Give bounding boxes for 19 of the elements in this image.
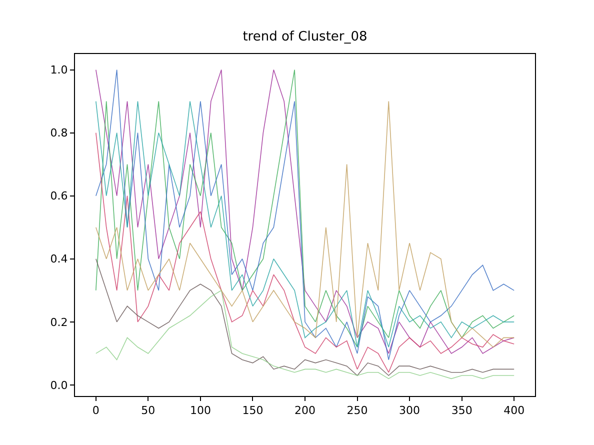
- line-series: [96, 132, 514, 373]
- x-tick-label: 350: [451, 404, 472, 418]
- x-tick-label: 400: [504, 404, 525, 418]
- chart-title: trend of Cluster_08: [242, 30, 368, 45]
- y-tick-label: 0.4: [50, 252, 68, 266]
- y-tick-label: 0.6: [50, 190, 68, 203]
- x-tick-label: 50: [141, 404, 156, 418]
- x-tick-label: 200: [294, 404, 316, 418]
- x-tick-label: 250: [346, 404, 368, 418]
- line-series: [96, 290, 514, 380]
- y-tick-label: 0.2: [50, 316, 68, 329]
- y-tick-label: 0.8: [50, 126, 68, 140]
- y-tick-label: 1.0: [50, 64, 68, 77]
- x-tick-label: 300: [399, 404, 420, 418]
- line-series: [96, 258, 514, 376]
- x-tick-label: 0: [92, 404, 100, 418]
- x-tick-label: 150: [242, 404, 264, 418]
- x-tick-label: 100: [190, 404, 211, 418]
- y-tick-label: 0.0: [50, 378, 68, 392]
